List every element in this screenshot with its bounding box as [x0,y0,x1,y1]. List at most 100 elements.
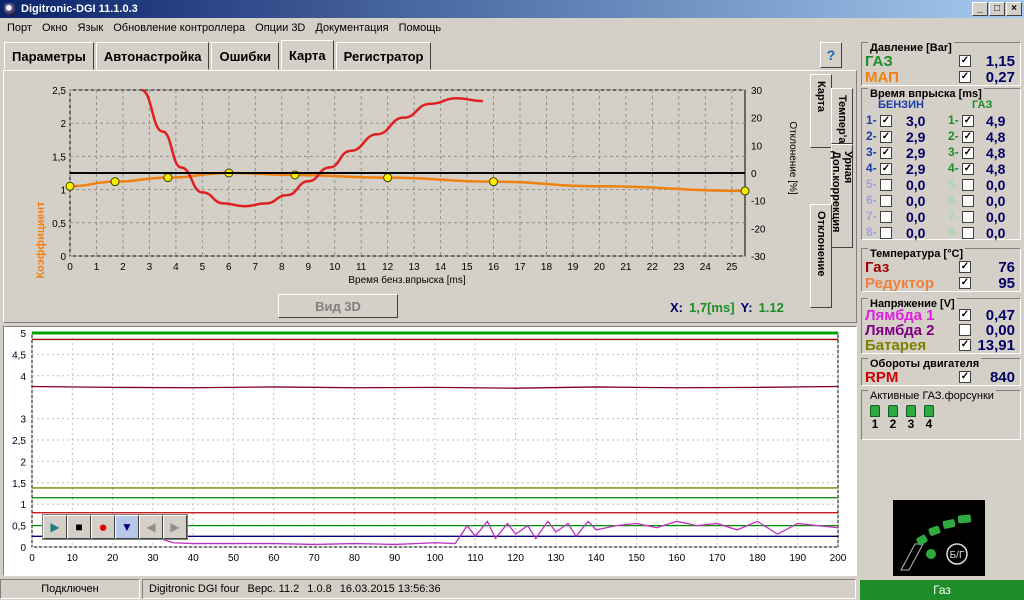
menu-help[interactable]: Помощь [398,22,442,34]
gauge-segment-1 [916,534,928,546]
petrol-inj-checkbox[interactable]: ✓ [880,131,892,143]
gas-inj-value: 0,0 [986,209,1006,225]
status-build: 1.0.8 [307,583,332,595]
status-connection-text: Подключен [41,583,99,595]
scroll-down-button[interactable]: ▼ [115,515,139,539]
stop-button[interactable]: ■ [67,515,91,539]
tab-errors[interactable]: Ошибки [211,42,279,70]
gas-inj-checkbox[interactable] [962,227,974,239]
close-button[interactable]: × [1006,2,1022,16]
gas-inj-checkbox[interactable]: ✓ [962,147,974,159]
menu-port[interactable]: Порт [7,22,32,34]
map-y-tick-left: 2,5 [52,86,66,97]
side-tab-map[interactable]: Карта [810,74,832,148]
log-x-tick: 110 [467,553,483,564]
gas-inj-num: 5- [948,177,959,191]
battery-checkbox[interactable]: ✓ [959,339,971,351]
menu-3d-options[interactable]: Опции 3D [255,22,306,34]
map-point-marker[interactable] [489,177,499,187]
tab-map[interactable]: Карта [280,40,334,70]
gas-header: ГАЗ [972,99,993,111]
injector-icon [870,405,880,417]
petrol-inj-checkbox[interactable]: ✓ [880,115,892,127]
gas-inj-value: 0,0 [986,225,1006,241]
minimize-button[interactable]: _ [972,2,988,16]
rpm-checkbox[interactable]: ✓ [959,371,971,383]
gas-inj-checkbox[interactable] [962,179,974,191]
arrow-right-icon: ▶ [170,520,180,534]
menu-documentation[interactable]: Документация [315,22,389,34]
lambda1-checkbox[interactable]: ✓ [959,309,971,321]
map-x-tick: 24 [700,262,712,273]
log-x-tick: 190 [789,553,806,564]
map-x-tick: 11 [356,262,367,273]
gas-injector-2: 2 [886,405,900,431]
map-point-marker[interactable] [163,173,173,183]
map-point-marker[interactable] [740,186,750,196]
map-point-marker[interactable] [65,181,75,191]
prev-button[interactable]: ◀ [139,515,163,539]
tab-parameters[interactable]: Параметры [4,42,94,70]
petrol-inj-checkbox[interactable] [880,179,892,191]
menu-window[interactable]: Окно [41,22,68,34]
log-y-tick: 5 [20,329,26,340]
menu-language[interactable]: Язык [77,22,104,34]
play-button[interactable]: ▶ [43,515,67,539]
tab-autotune[interactable]: Автонастройка [95,42,210,70]
status-device-name: Digitronic DGI four [149,583,240,595]
gas-temp-checkbox[interactable]: ✓ [959,261,971,273]
petrol-header: БЕНЗИН [878,99,924,111]
log-y-tick: 1,5 [12,479,26,490]
map-pressure-checkbox[interactable]: ✓ [959,71,971,83]
petrol-inj-checkbox[interactable]: ✓ [880,147,892,159]
map-point-marker[interactable] [383,173,393,183]
map-chart[interactable]: 0 1 2 3 4 5 6 7 8 9 10 11 12 13 14 15 16 17 18 19 20 21 22 23 24… [0,70,810,290]
side-tab-temperature[interactable]: Темпер'a [831,88,853,144]
gas-injector-4: 4 [922,405,936,431]
map-x-tick: 13 [409,262,421,273]
gas-inj-checkbox[interactable]: ✓ [962,115,974,127]
petrol-inj-value: 0,0 [906,209,926,225]
gauge-indicator-dot [926,549,936,559]
map-xlabel: Время бенз.впрыска [ms] [348,274,465,286]
lambda2-checkbox[interactable] [959,324,971,336]
tab-recorder[interactable]: Регистратор [335,42,432,70]
lambda1-value: 0,47 [985,306,1015,324]
view-3d-button[interactable]: Вид 3D [278,294,398,318]
title-bar: Digitronic-DGI 11.1.0.3 _ □ × [0,0,1024,18]
log-series-line [152,520,839,546]
record-button[interactable]: ● [91,515,115,539]
side-tab-deviation[interactable]: Отклонение [810,204,832,308]
maximize-button[interactable]: □ [989,2,1005,16]
reducer-temp-checkbox[interactable]: ✓ [959,277,971,289]
map-ylabel-right: Отклонение [%] [787,121,798,195]
log-x-tick: 20 [107,553,119,564]
petrol-inj-checkbox[interactable] [880,211,892,223]
voltage-group: Напряжение [V] Лямбда 1 ✓ 0,47 Лямбда 2 0,0… [861,298,1021,354]
stop-icon: ■ [75,520,83,534]
menu-firmware-update[interactable]: Обновление контроллера [113,22,246,34]
fuel-switch-gauge[interactable]: Б/Г [893,500,985,576]
petrol-inj-checkbox[interactable]: ✓ [880,163,892,175]
log-y-tick: 0,5 [12,522,26,533]
help-button[interactable]: ? [820,42,842,68]
log-chart[interactable]: 0 10 20 30 40 50 60 70 80 90 100 110 120 130 140 150 160… [4,327,856,575]
gas-pressure-checkbox[interactable]: ✓ [959,55,971,67]
status-version: Верс. 11.2 [247,583,300,595]
gauge-segment-3 [942,519,956,529]
log-y-tick: 0 [20,543,26,554]
map-x-tick: 7 [253,262,259,273]
gas-inj-checkbox[interactable] [962,211,974,223]
map-y-tick-right: 10 [751,141,763,152]
side-tab-correction[interactable]: Урная Доп.коррекция [830,144,854,248]
log-y-tick: 4,5 [12,350,26,361]
petrol-inj-checkbox[interactable] [880,195,892,207]
gas-inj-checkbox[interactable]: ✓ [962,131,974,143]
gas-inj-checkbox[interactable] [962,195,974,207]
map-panel [3,70,857,323]
gas-injector-1: 1 [868,405,882,431]
gas-inj-checkbox[interactable]: ✓ [962,163,974,175]
next-button[interactable]: ▶ [163,515,187,539]
map-point-marker[interactable] [110,177,120,187]
petrol-inj-checkbox[interactable] [880,227,892,239]
